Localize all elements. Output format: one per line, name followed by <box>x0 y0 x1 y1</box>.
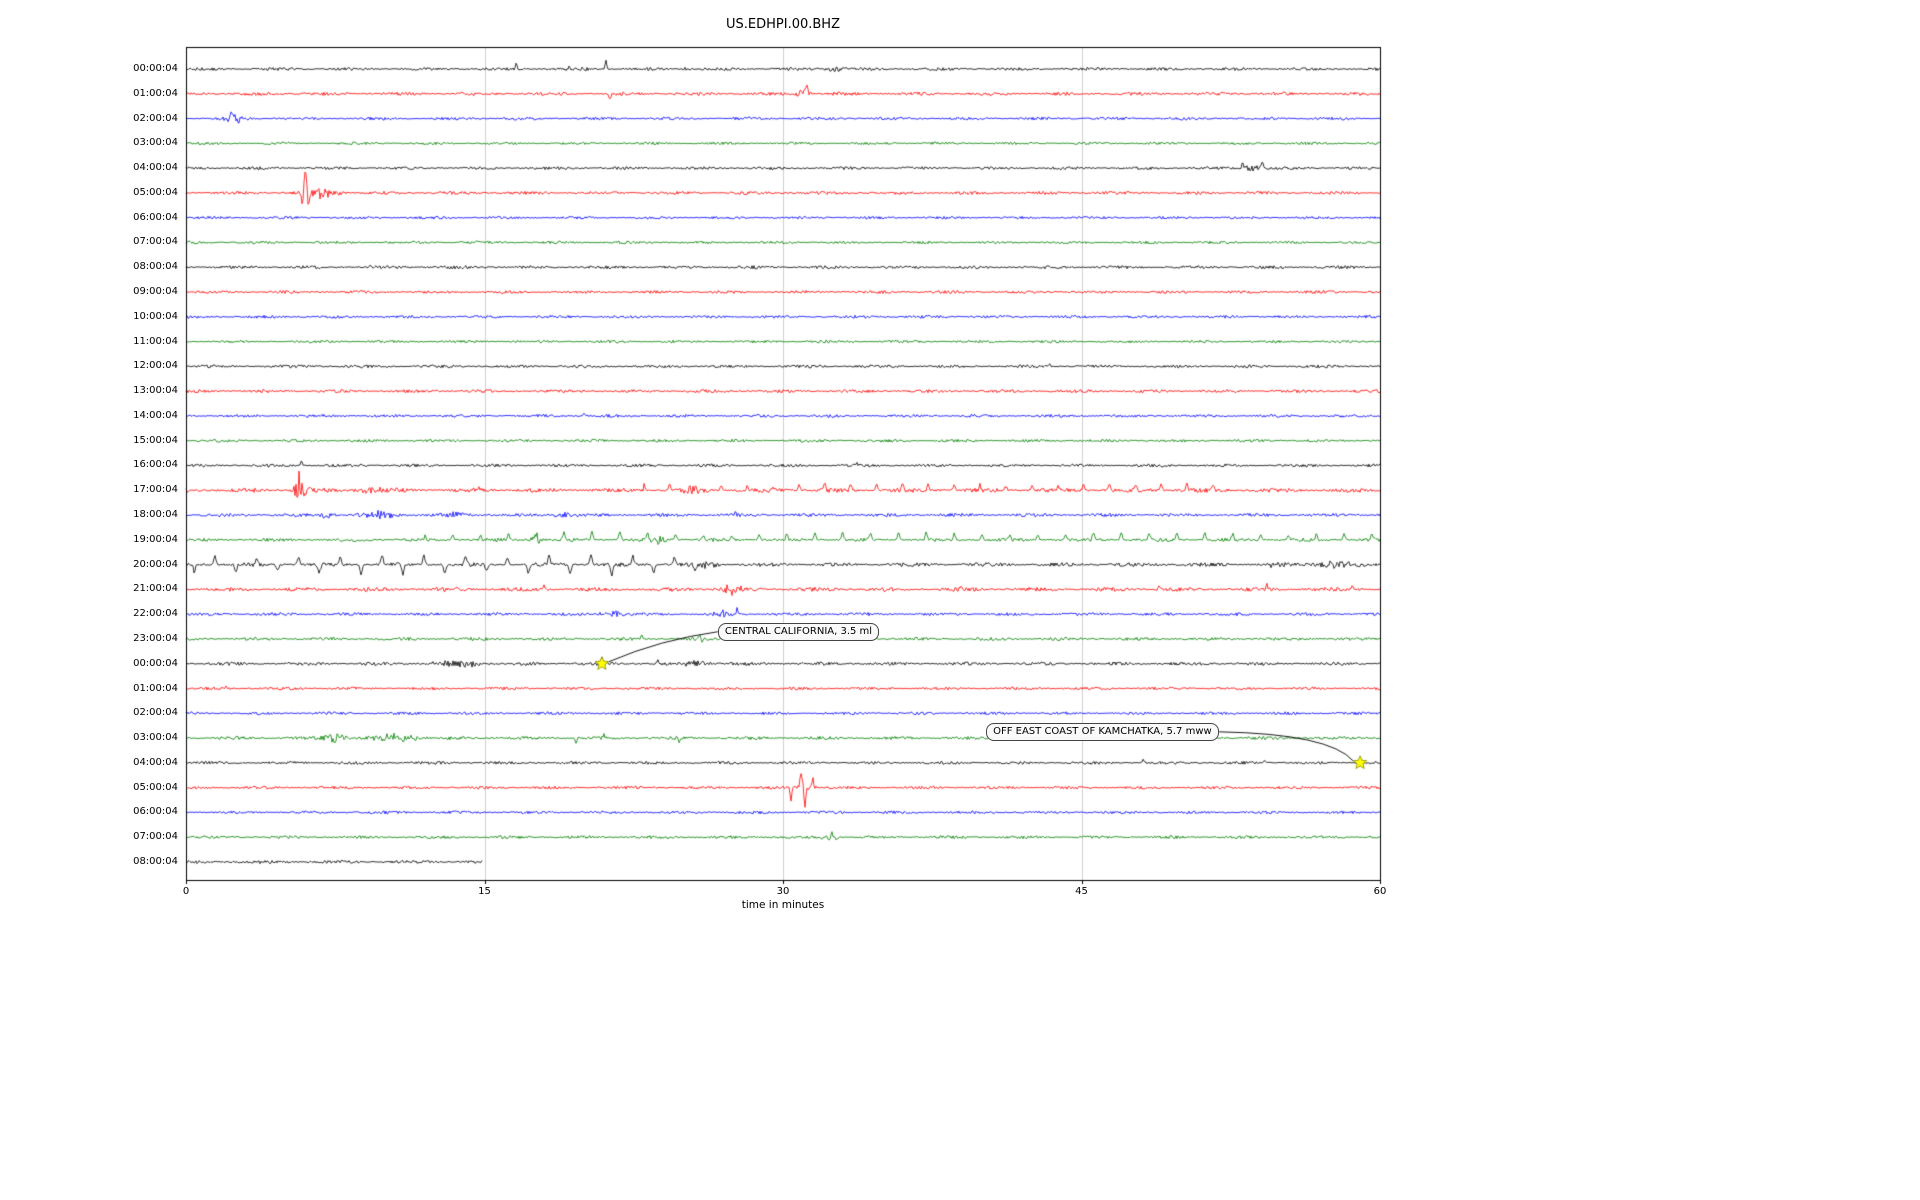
trace-row-label: 06:00:04 <box>133 211 178 223</box>
trace-row-label: 01:00:04 <box>133 682 178 694</box>
trace-row-label: 06:00:04 <box>133 806 178 818</box>
trace-row-label: 07:00:04 <box>133 831 178 843</box>
x-tick-label: 0 <box>182 886 190 897</box>
trace-row-label: 05:00:04 <box>133 781 178 793</box>
trace-row-label: 02:00:04 <box>133 112 178 124</box>
trace-row-label: 04:00:04 <box>133 162 178 174</box>
trace-row-label: 09:00:04 <box>133 286 178 298</box>
trace-row-label: 01:00:04 <box>133 87 178 99</box>
trace-row-label: 15:00:04 <box>133 434 178 446</box>
event-annotation: OFF EAST COAST OF KAMCHATKA, 5.7 mww <box>986 722 1219 741</box>
trace-row-label: 00:00:04 <box>133 63 178 74</box>
trace-row-label: 16:00:04 <box>133 459 178 471</box>
trace-row-label: 03:00:04 <box>133 732 178 744</box>
trace-row-label: 19:00:04 <box>133 533 178 545</box>
event-annotation: CENTRAL CALIFORNIA, 3.5 ml <box>717 622 880 641</box>
chart-title: US.EDHPI.00.BHZ <box>726 17 840 32</box>
x-tick-label: 15 <box>478 886 491 897</box>
trace-row-label: 23:00:04 <box>133 632 178 644</box>
trace-row-label: 17:00:04 <box>133 484 178 496</box>
trace-row-label: 14:00:04 <box>133 409 178 421</box>
x-tick-label: 60 <box>1373 886 1387 897</box>
x-tick-label: 30 <box>776 886 790 897</box>
trace-row-label: 02:00:04 <box>133 707 178 719</box>
trace-row-label: 21:00:04 <box>133 583 178 595</box>
trace-row-label: 08:00:04 <box>133 855 178 867</box>
trace-row-label: 00:00:04 <box>133 657 178 669</box>
x-tick-label: 45 <box>1075 886 1088 897</box>
trace-row-label: 05:00:04 <box>133 186 178 198</box>
trace-row-label: 20:00:04 <box>133 558 178 570</box>
trace-row-label: 10:00:04 <box>133 310 178 322</box>
trace-row-label: 12:00:04 <box>133 360 178 372</box>
trace-row-label: 18:00:04 <box>133 509 178 521</box>
trace-row-label: 04:00:04 <box>133 756 178 768</box>
trace-row-label: 03:00:04 <box>133 137 178 149</box>
x-axis-label: time in minutes <box>741 899 825 911</box>
trace-row-label: 07:00:04 <box>133 236 178 248</box>
trace-row-label: 08:00:04 <box>133 261 178 273</box>
trace-row-label: 11:00:04 <box>133 335 178 347</box>
trace-row-label: 13:00:04 <box>133 385 178 397</box>
trace-row-label: 22:00:04 <box>133 608 178 620</box>
